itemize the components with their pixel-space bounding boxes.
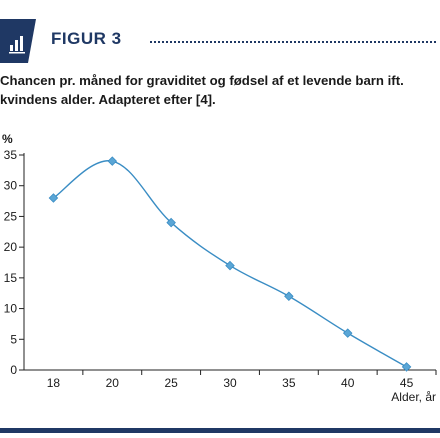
- bottom-rule: [0, 428, 440, 433]
- data-point-marker: [107, 156, 118, 166]
- x-tick-label: 40: [341, 376, 355, 390]
- figure-header: FIGUR 3: [0, 19, 440, 63]
- x-tick-label: 35: [282, 376, 296, 390]
- x-axis-label: Alder, år: [391, 390, 436, 404]
- y-tick-label: 5: [10, 332, 17, 346]
- x-tick-label: 45: [400, 376, 414, 390]
- header-dotted-rule: [150, 41, 436, 43]
- y-tick-label: 0: [10, 363, 17, 377]
- data-point-marker: [284, 291, 294, 302]
- data-point-marker: [166, 217, 176, 228]
- y-axis-label: %: [2, 132, 13, 146]
- data-point-marker: [48, 193, 59, 203]
- x-tick-label: 30: [223, 376, 237, 390]
- data-point-marker: [225, 260, 235, 271]
- figure-label: FIGUR 3: [51, 29, 122, 48]
- y-tick-label: 10: [4, 302, 18, 316]
- y-tick-label: 20: [4, 240, 18, 254]
- x-tick-label: 18: [47, 376, 61, 390]
- x-tick-label: 20: [106, 376, 120, 390]
- y-tick-label: 25: [4, 209, 18, 223]
- figure-caption: Chancen pr. måned for graviditet og føds…: [0, 73, 404, 107]
- y-tick-label: 15: [4, 271, 18, 285]
- data-point-marker: [342, 328, 353, 338]
- y-tick-label: 35: [4, 148, 18, 162]
- bar-chart-icon: [0, 19, 36, 63]
- y-tick-label: 30: [4, 179, 18, 193]
- data-point-marker: [401, 362, 412, 372]
- x-tick-label: 25: [164, 376, 178, 390]
